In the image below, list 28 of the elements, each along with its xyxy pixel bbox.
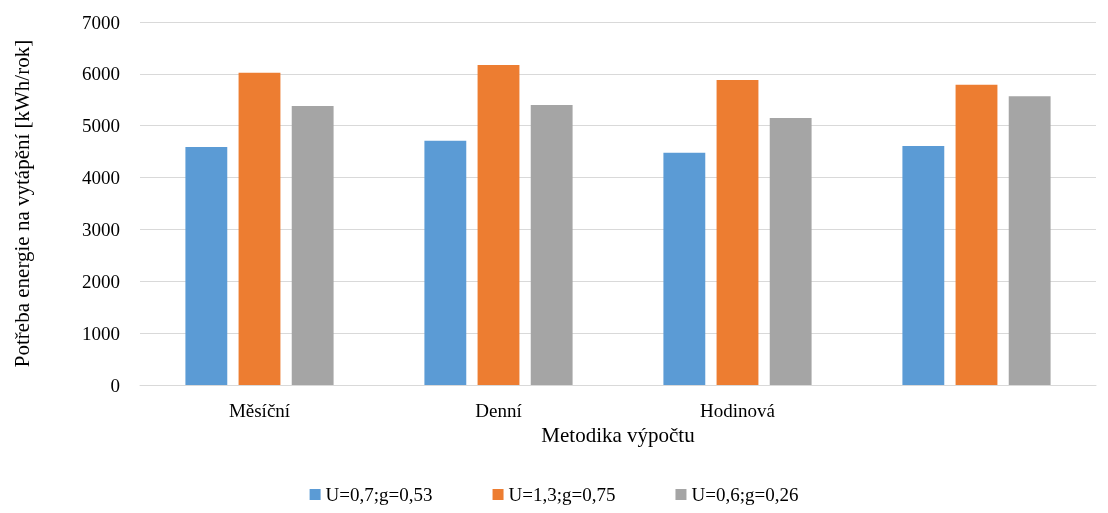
- x-tick-label: Hodinová: [700, 400, 776, 421]
- y-tick-label: 2000: [82, 270, 120, 292]
- bar: [902, 145, 945, 385]
- bar: [238, 72, 281, 385]
- bar: [291, 106, 334, 385]
- bar: [185, 146, 228, 385]
- x-tick-label: Denní: [475, 400, 523, 421]
- x-axis-title: Metodika výpočtu: [541, 423, 696, 448]
- bar: [663, 152, 706, 385]
- legend-label: U=1,3;g=0,75: [508, 484, 616, 505]
- bar: [955, 84, 998, 385]
- legend-label: U=0,6;g=0,26: [691, 484, 799, 505]
- bar: [1008, 96, 1051, 385]
- y-axis-title: Potřeba energie na vytápění [kWh/rok]: [9, 39, 34, 368]
- bar: [716, 80, 759, 385]
- y-tick-label: 1000: [82, 322, 120, 344]
- y-tick-label: 0: [110, 374, 120, 396]
- y-tick-label: 4000: [82, 167, 120, 189]
- bar: [769, 117, 812, 385]
- y-tick-label: 6000: [82, 63, 120, 85]
- bar: [530, 104, 573, 385]
- legend-label: U=0,7;g=0,53: [325, 484, 433, 505]
- bar: [424, 140, 467, 385]
- x-tick-label: Měsíční: [228, 400, 291, 421]
- y-tick-label: 7000: [82, 11, 120, 33]
- y-tick-label: 5000: [82, 115, 120, 137]
- bar: [477, 65, 520, 385]
- y-tick-label: 3000: [82, 218, 120, 240]
